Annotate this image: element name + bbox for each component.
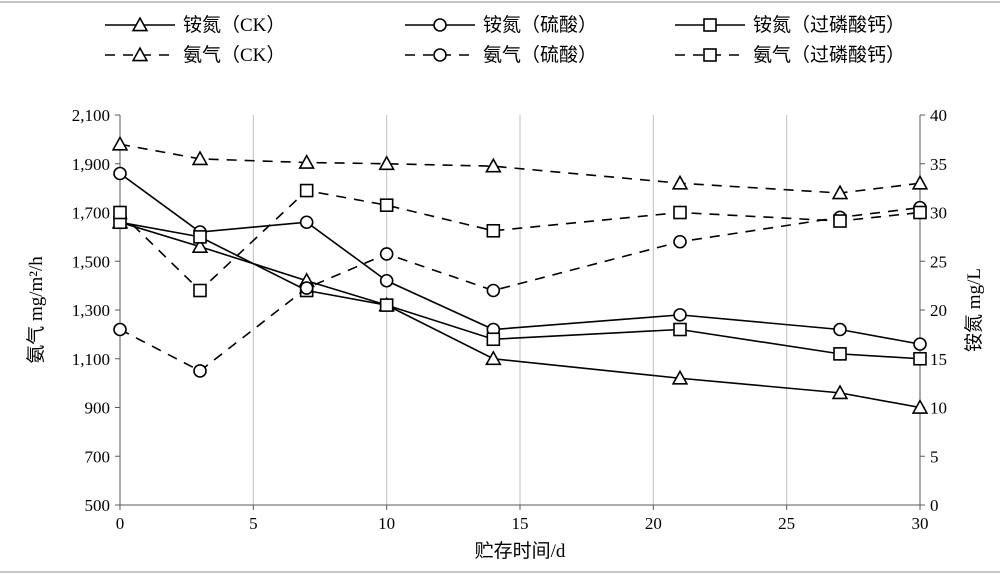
x-tick-label: 25: [778, 514, 795, 533]
legend-marker-s3: [704, 19, 716, 31]
series-marker-s3: [674, 324, 686, 336]
chart-container: 500 700 900 1,100 1,300 1,500 1,700 1,900 2,100 0…: [0, 0, 1000, 575]
legend-marker-s6: [704, 49, 716, 61]
series-marker-s3: [834, 348, 846, 360]
series-marker-s5: [301, 282, 313, 294]
legend-label-s4: 氨气（CK）: [183, 44, 285, 66]
y-right-tick-label: 40: [930, 106, 947, 125]
y-left-tick-label: 900: [85, 399, 111, 418]
series-marker-s4: [673, 176, 687, 188]
y-left-tick-label: 2,100: [72, 106, 110, 125]
y-left-tick-label: 1,700: [72, 204, 110, 223]
series-marker-s6: [487, 225, 499, 237]
series-marker-s3: [914, 353, 926, 365]
y-right-tick-label: 10: [930, 399, 947, 418]
y-left-tick-label: 1,100: [72, 350, 110, 369]
y-right-tick-label: 0: [930, 496, 939, 515]
x-tick-label: 5: [249, 514, 258, 533]
series-marker-s6: [381, 199, 393, 211]
series-marker-s3: [194, 231, 206, 243]
y-left-tick-label: 1,300: [72, 301, 110, 320]
y-right-tick-label: 20: [930, 301, 947, 320]
series-marker-s1: [486, 352, 500, 364]
series-marker-s6: [194, 285, 206, 297]
series-marker-s5: [487, 285, 499, 297]
x-tick-label: 0: [116, 514, 125, 533]
series-marker-s5: [114, 324, 126, 336]
series-marker-s6: [674, 207, 686, 219]
legend-marker-s2: [434, 19, 446, 31]
y-left-tick-label: 1,500: [72, 252, 110, 271]
series-marker-s4: [913, 176, 927, 188]
legend-label-s3: 铵氮（过磷酸钙）: [753, 14, 905, 36]
series-marker-s2: [914, 338, 926, 350]
series-marker-s3: [487, 333, 499, 345]
series-marker-s5: [674, 236, 686, 248]
series-marker-s2: [674, 309, 686, 321]
x-axis-label: 贮存时间/d: [475, 540, 566, 562]
series-marker-s6: [834, 215, 846, 227]
series-marker-s2: [301, 216, 313, 228]
y-right-axis-label: 铵氮 mg/L: [963, 268, 985, 352]
y-left-tick-label: 700: [85, 447, 111, 466]
y-right-tick-label: 25: [930, 252, 947, 271]
y-right-tick-label: 35: [930, 155, 947, 174]
x-tick-label: 20: [645, 514, 662, 533]
legend-label-s6: 氨气（过磷酸钙）: [753, 44, 905, 66]
series-marker-s5: [194, 365, 206, 377]
series-marker-s5: [381, 248, 393, 260]
series-marker-s2: [834, 324, 846, 336]
x-tick-label: 30: [912, 514, 929, 533]
legend-label-s5: 氨气（硫酸）: [483, 44, 597, 66]
chart-svg: 500 700 900 1,100 1,300 1,500 1,700 1,900 2,100 0…: [0, 0, 1000, 575]
series-marker-s3: [381, 299, 393, 311]
legend-label-s2: 铵氮（硫酸）: [483, 14, 597, 36]
legend-marker-s5: [434, 49, 446, 61]
series-marker-s4: [380, 157, 394, 169]
y-right-tick-label: 5: [930, 447, 939, 466]
y-right-tick-label: 30: [930, 204, 947, 223]
y-left-tick-label: 1,900: [72, 155, 110, 174]
y-left-tick-label: 500: [85, 496, 111, 515]
x-tick-label: 15: [512, 514, 529, 533]
y-right-tick-label: 15: [930, 350, 947, 369]
series-marker-s6: [301, 185, 313, 197]
x-tick-label: 10: [378, 514, 395, 533]
legend-label-s1: 铵氮（CK）: [183, 14, 285, 36]
series-marker-s6: [114, 207, 126, 219]
series-marker-s2: [381, 275, 393, 287]
series-marker-s2: [114, 168, 126, 180]
y-left-axis-label: 氨气 mg/m²/h: [25, 256, 47, 364]
series-marker-s4: [113, 137, 127, 149]
series-marker-s6: [914, 207, 926, 219]
